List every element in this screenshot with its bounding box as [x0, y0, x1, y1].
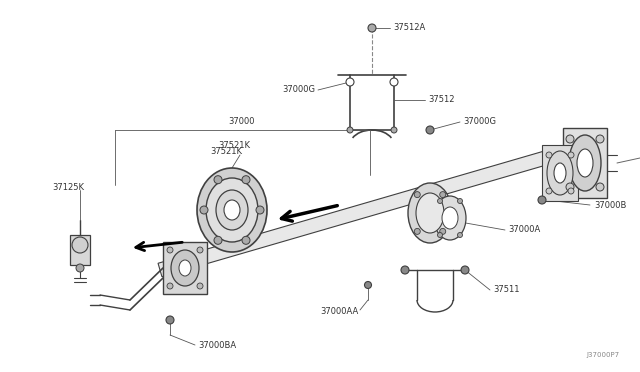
Circle shape: [197, 283, 203, 289]
Text: 37000BA: 37000BA: [198, 340, 236, 350]
Circle shape: [568, 188, 574, 194]
Polygon shape: [158, 138, 592, 277]
Circle shape: [167, 247, 173, 253]
Circle shape: [72, 237, 88, 253]
Ellipse shape: [224, 200, 240, 220]
Ellipse shape: [171, 250, 199, 286]
Ellipse shape: [416, 193, 444, 233]
Circle shape: [368, 24, 376, 32]
Circle shape: [166, 316, 174, 324]
Circle shape: [242, 236, 250, 244]
Ellipse shape: [577, 149, 593, 177]
Circle shape: [390, 78, 398, 86]
Bar: [163, 242, 207, 294]
Circle shape: [440, 192, 445, 198]
Text: 37000A: 37000A: [508, 225, 540, 234]
Circle shape: [566, 183, 574, 191]
Ellipse shape: [547, 151, 573, 195]
Ellipse shape: [434, 196, 466, 240]
Circle shape: [76, 264, 84, 272]
Text: 37511: 37511: [493, 285, 520, 295]
Circle shape: [596, 183, 604, 191]
Ellipse shape: [206, 178, 258, 242]
Ellipse shape: [179, 260, 191, 276]
Circle shape: [214, 236, 222, 244]
Circle shape: [438, 232, 442, 237]
Text: 37521K: 37521K: [210, 148, 242, 157]
Circle shape: [167, 283, 173, 289]
Text: 37512A: 37512A: [393, 23, 425, 32]
Circle shape: [347, 127, 353, 133]
Text: 37000: 37000: [228, 118, 255, 126]
Circle shape: [414, 192, 420, 198]
Circle shape: [256, 206, 264, 214]
Ellipse shape: [442, 207, 458, 229]
Bar: [70, 235, 90, 265]
Text: 37000G: 37000G: [282, 86, 315, 94]
Text: J37000P7: J37000P7: [587, 352, 620, 358]
Circle shape: [546, 152, 552, 158]
Circle shape: [538, 196, 546, 204]
Circle shape: [242, 176, 250, 184]
Circle shape: [566, 135, 574, 143]
Circle shape: [546, 188, 552, 194]
Circle shape: [426, 126, 434, 134]
Text: 37512: 37512: [428, 96, 454, 105]
Circle shape: [438, 199, 442, 203]
Circle shape: [197, 247, 203, 253]
Circle shape: [214, 176, 222, 184]
Text: 37000AA: 37000AA: [320, 308, 358, 317]
Circle shape: [365, 282, 371, 289]
Circle shape: [458, 199, 463, 203]
Ellipse shape: [408, 183, 452, 243]
Text: 37521K: 37521K: [218, 141, 250, 150]
Text: 37000G: 37000G: [463, 118, 496, 126]
Circle shape: [458, 232, 463, 237]
Ellipse shape: [216, 190, 248, 230]
Circle shape: [440, 228, 445, 234]
Ellipse shape: [569, 135, 601, 191]
Circle shape: [391, 127, 397, 133]
Circle shape: [461, 266, 469, 274]
Text: 37125K: 37125K: [52, 183, 84, 192]
Circle shape: [568, 152, 574, 158]
Circle shape: [401, 266, 409, 274]
Text: 37000B: 37000B: [594, 201, 627, 209]
Ellipse shape: [554, 163, 566, 183]
Circle shape: [200, 206, 208, 214]
Bar: [542, 145, 578, 201]
Ellipse shape: [197, 168, 267, 252]
Circle shape: [414, 228, 420, 234]
Bar: [563, 128, 607, 198]
Circle shape: [346, 78, 354, 86]
Circle shape: [596, 135, 604, 143]
